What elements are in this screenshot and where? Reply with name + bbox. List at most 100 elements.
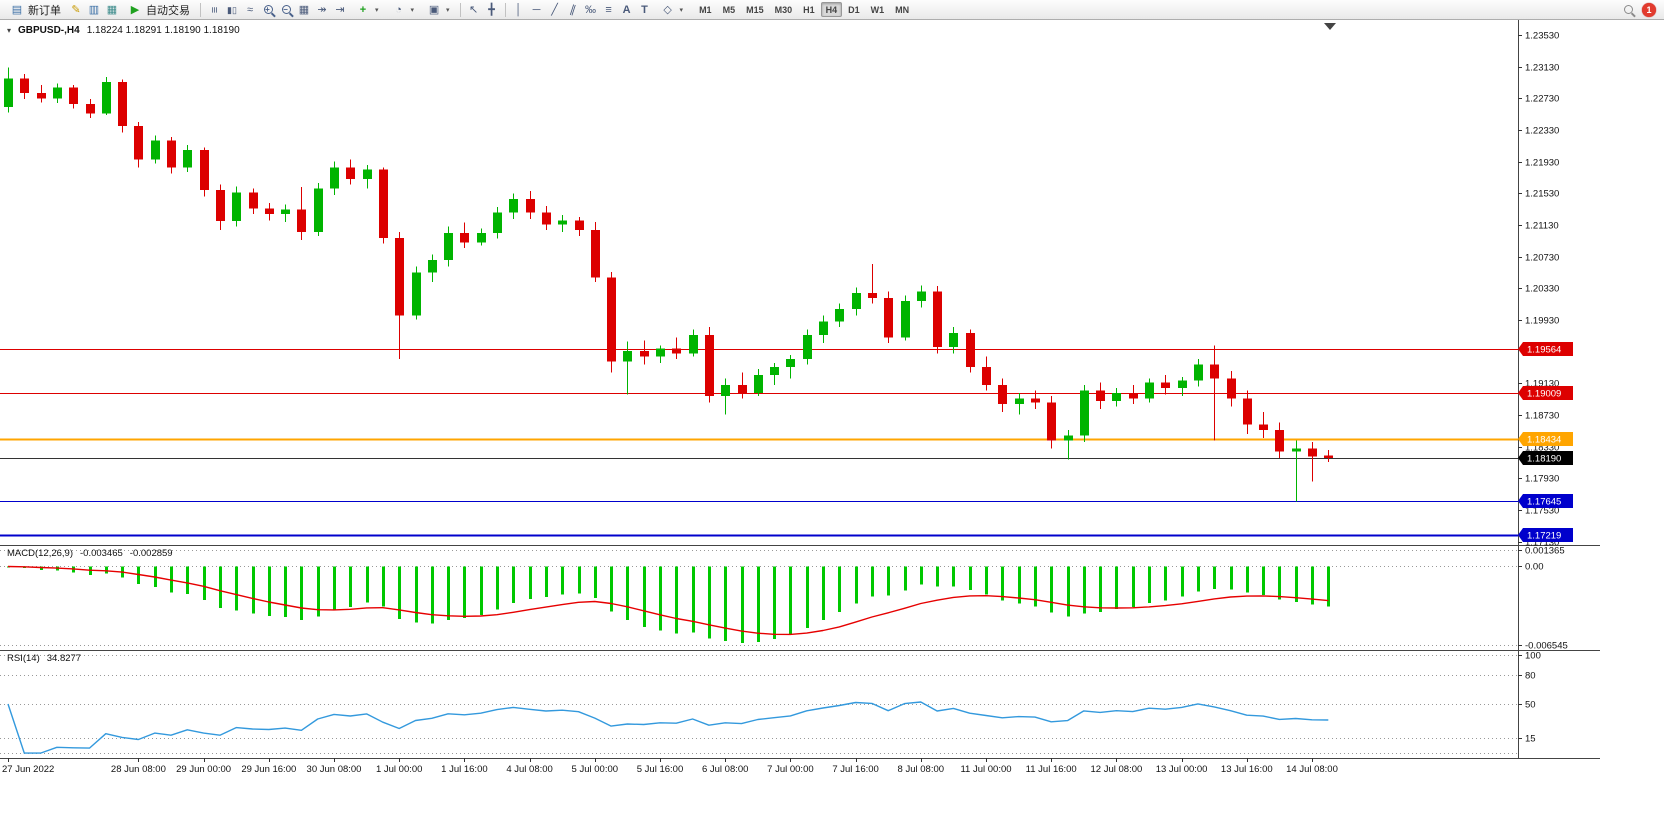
timeframe-mn[interactable]: MN [895, 4, 910, 15]
svg-text:7 Jul 00:00: 7 Jul 00:00 [767, 764, 813, 775]
timeframe-w1[interactable]: W1 [870, 4, 885, 15]
svg-text:1.18190: 1.18190 [1527, 454, 1561, 465]
svg-text:1 Jul 00:00: 1 Jul 00:00 [376, 764, 422, 775]
indicators-button[interactable]: + ▾ [350, 1, 384, 18]
new-order-icon: ▤ [11, 3, 23, 16]
svg-text:6 Jul 08:00: 6 Jul 08:00 [702, 764, 748, 775]
auto-scroll-button[interactable]: ↠ [317, 3, 327, 16]
search-icon[interactable] [1620, 2, 1636, 18]
svg-text:29 Jun 16:00: 29 Jun 16:00 [241, 764, 296, 775]
svg-text:4 Jul 08:00: 4 Jul 08:00 [506, 764, 552, 775]
svg-text:29 Jun 00:00: 29 Jun 00:00 [176, 764, 231, 775]
svg-text:80: 80 [1525, 671, 1536, 682]
trendline-tool-button[interactable]: ╱ [551, 3, 558, 16]
svg-text:1.21130: 1.21130 [1525, 221, 1559, 232]
zoom-in-button[interactable]: + [260, 2, 276, 18]
svg-text:1.20330: 1.20330 [1525, 284, 1559, 295]
market-watch-icon[interactable]: ▥ [88, 3, 100, 16]
chart-menu-icon[interactable]: ▾ [7, 26, 12, 35]
svg-text:0.001365: 0.001365 [1525, 546, 1565, 557]
zoom-in-icon: + [263, 5, 273, 14]
zoom-out-button[interactable]: − [278, 2, 294, 18]
svg-text:1.23130: 1.23130 [1525, 63, 1559, 74]
candlestick-type-button[interactable]: ▮▯ [227, 4, 237, 15]
caret-down-icon: ▾ [410, 6, 415, 14]
vertical-line-tool-button[interactable]: │ [515, 3, 522, 16]
symbol-title: GBPUSD-,H4 [18, 25, 80, 36]
horizontal-line-tool-button[interactable]: ─ [532, 3, 541, 16]
svg-text:11 Jul 00:00: 11 Jul 00:00 [960, 764, 1011, 775]
svg-text:27 Jun 2022: 27 Jun 2022 [2, 764, 54, 775]
price-badges: 1.19564 1.19009 1.18434 1.17645 1.17219 1.181… [1518, 342, 1573, 542]
pane-separators [0, 20, 1600, 759]
fibonacci-tool-button[interactable]: ‰ [585, 3, 597, 16]
autotrading-button[interactable]: ▶ 自动交易 [122, 1, 195, 18]
bar-chart-icon: ≡ [207, 6, 220, 13]
svg-text:13 Jul 00:00: 13 Jul 00:00 [1156, 764, 1208, 775]
svg-text:1 Jul 16:00: 1 Jul 16:00 [441, 764, 487, 775]
levels-tool-button[interactable]: ≡ [605, 3, 612, 16]
timeframe-d1[interactable]: D1 [848, 4, 860, 15]
svg-text:7 Jul 16:00: 7 Jul 16:00 [832, 764, 878, 775]
channel-tool-button[interactable]: ∥ [565, 2, 581, 18]
toolbar-right-group: 1 [1620, 2, 1660, 18]
timeframe-h1[interactable]: H1 [803, 4, 815, 15]
metaeditor-icon[interactable]: ✎ [71, 3, 81, 16]
svg-text:1.17645: 1.17645 [1527, 497, 1561, 508]
autotrading-play-icon: ▶ [130, 3, 140, 16]
chart-shift-marker[interactable] [1324, 23, 1336, 30]
notification-count-badge[interactable]: 1 [1642, 2, 1656, 17]
svg-text:1.21930: 1.21930 [1525, 158, 1559, 169]
rsi-label: RSI(14) [7, 653, 40, 664]
timeframe-m5[interactable]: M5 [722, 4, 736, 15]
price-level-lines[interactable] [0, 349, 1518, 537]
svg-text:12 Jul 08:00: 12 Jul 08:00 [1091, 764, 1143, 775]
tile-windows-button[interactable]: ▦ [298, 3, 310, 16]
periods-button[interactable]: ◔ ▾ [386, 1, 420, 18]
timeframe-m15[interactable]: M15 [746, 4, 764, 15]
text-tool-button[interactable]: A [622, 3, 631, 16]
autotrading-label: 自动交易 [146, 4, 190, 17]
svg-text:1.19130: 1.19130 [1525, 379, 1559, 390]
svg-text:1.17930: 1.17930 [1525, 474, 1559, 485]
navigator-icon[interactable]: ▦ [106, 3, 118, 16]
crosshair-tool-button[interactable]: ╋ [488, 3, 495, 16]
timeframe-m1[interactable]: M1 [699, 4, 712, 15]
bar-chart-type-button[interactable]: ≡ [206, 2, 222, 18]
caret-down-icon: ▾ [679, 6, 684, 14]
shapes-button[interactable]: ◇ ▾ [655, 1, 689, 18]
rsi-header: RSI(14) 34.8277 [7, 653, 81, 664]
label-tool-button[interactable]: T [641, 3, 648, 16]
svg-text:1.17219: 1.17219 [1527, 531, 1561, 542]
svg-text:8 Jul 08:00: 8 Jul 08:00 [898, 764, 944, 775]
macd-header: MACD(12,26,9) -0.003465 -0.002859 [7, 548, 173, 559]
svg-text:5 Jul 16:00: 5 Jul 16:00 [637, 764, 683, 775]
timeframe-m30[interactable]: M30 [774, 4, 793, 15]
timeframe-h4[interactable]: H4 [820, 2, 843, 17]
cursor-tool-button[interactable]: ↖ [468, 3, 479, 16]
indicators-plus-icon: + [359, 3, 367, 16]
candlestick-series [4, 67, 1333, 502]
new-order-button[interactable]: ▤ 新订单 [4, 1, 66, 18]
chart-shift-button[interactable]: ⇥ [335, 3, 345, 16]
svg-text:50: 50 [1525, 700, 1536, 711]
toolbar-separator [200, 2, 201, 17]
templates-button[interactable]: ▣ ▾ [421, 1, 455, 18]
toolbar-separator [459, 2, 461, 17]
svg-text:100: 100 [1525, 651, 1541, 662]
price-axis[interactable]: 1.23530 1.23130 1.22730 1.22330 1.21930 1.215… [1518, 31, 1568, 745]
svg-text:1.20730: 1.20730 [1525, 253, 1559, 264]
macd-signal-value: -0.002859 [129, 548, 173, 559]
svg-text:1.17130: 1.17130 [1525, 538, 1559, 549]
macd-label: MACD(12,26,9) [7, 548, 73, 559]
line-chart-type-button[interactable]: ≈ [246, 3, 254, 16]
svg-text:1.18434: 1.18434 [1527, 435, 1561, 446]
svg-text:1.17530: 1.17530 [1525, 506, 1559, 517]
main-toolbar: ▤ 新订单 ✎ ▥ ▦ ▶ 自动交易 ≡ ▮▯ ≈ + − ▦ ↠ ⇥ + ▾ ◔… [0, 0, 1664, 20]
zoom-out-icon: − [281, 5, 291, 14]
time-axis[interactable]: 27 Jun 2022 28 Jun 08:00 29 Jun 00:00 29 Ju… [2, 758, 1338, 775]
svg-text:5 Jul 00:00: 5 Jul 00:00 [572, 764, 618, 775]
rsi-value: 34.8277 [46, 653, 82, 664]
chart-plot-area[interactable] [0, 20, 1600, 758]
